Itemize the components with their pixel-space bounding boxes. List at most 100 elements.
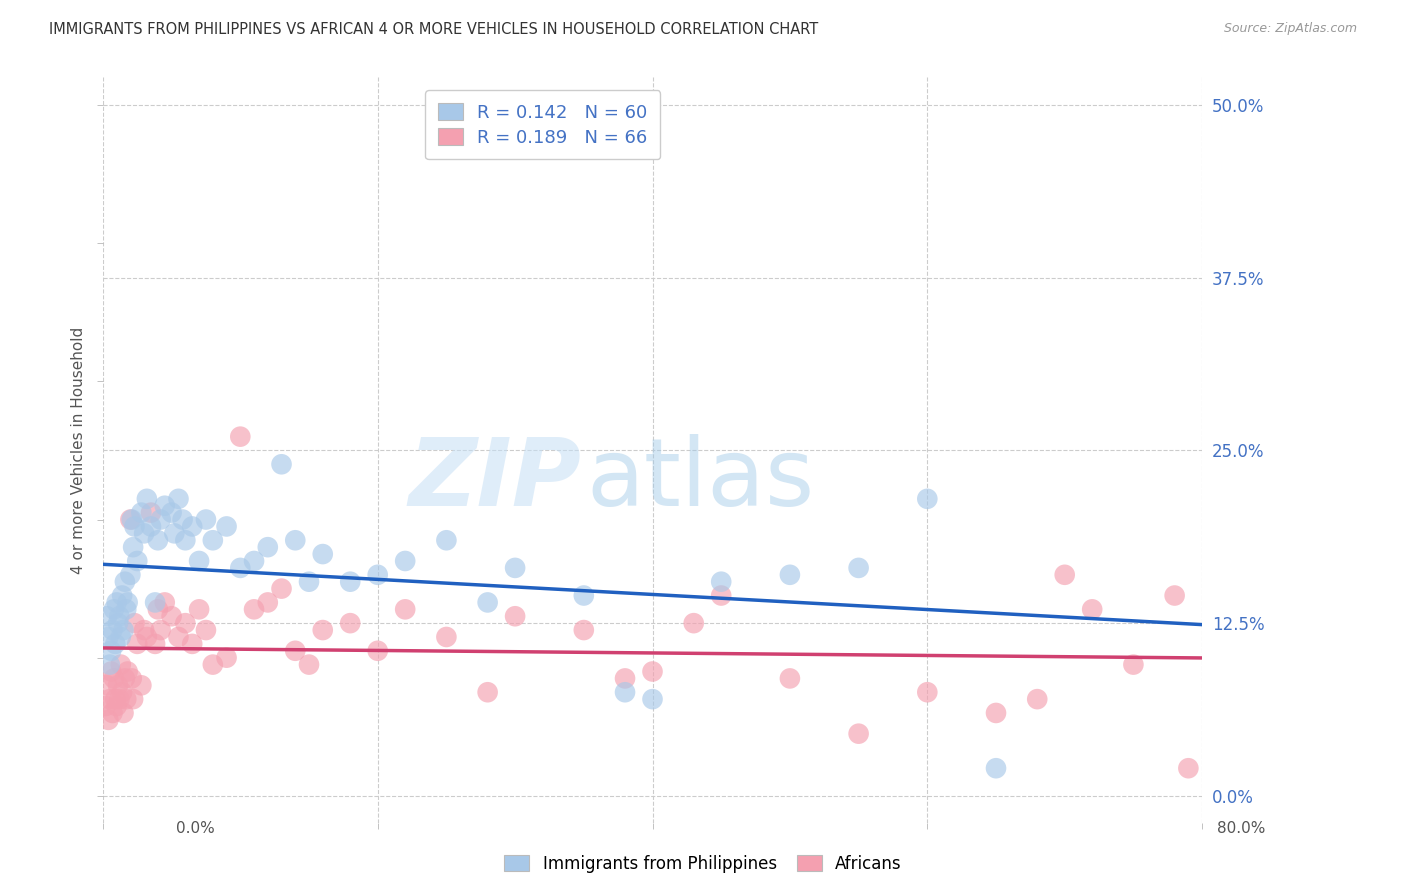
Point — [312, 547, 335, 561]
Point — [143, 637, 166, 651]
Point — [229, 430, 252, 444]
Point — [1122, 657, 1144, 672]
Point — [1026, 692, 1049, 706]
Point — [135, 491, 157, 506]
Point — [108, 609, 131, 624]
Point — [110, 657, 132, 672]
Point — [181, 637, 204, 651]
Point — [149, 623, 172, 637]
Point — [104, 692, 127, 706]
Point — [229, 561, 252, 575]
Point — [167, 630, 190, 644]
Point — [105, 699, 128, 714]
Point — [117, 595, 139, 609]
Point — [436, 533, 458, 548]
Point — [163, 526, 186, 541]
Point — [710, 589, 733, 603]
Point — [174, 533, 197, 548]
Point — [160, 609, 183, 624]
Point — [339, 574, 361, 589]
Point — [477, 595, 499, 609]
Point — [121, 512, 143, 526]
Point — [114, 672, 136, 686]
Point — [503, 561, 526, 575]
Point — [96, 609, 118, 624]
Point — [284, 644, 307, 658]
Point — [149, 512, 172, 526]
Point — [572, 589, 595, 603]
Point — [243, 602, 266, 616]
Point — [122, 540, 145, 554]
Point — [614, 685, 637, 699]
Text: 80.0%: 80.0% — [1218, 821, 1265, 836]
Point — [127, 554, 149, 568]
Point — [848, 561, 870, 575]
Point — [153, 499, 176, 513]
Point — [243, 554, 266, 568]
Point — [174, 616, 197, 631]
Point — [100, 644, 122, 658]
Point — [127, 637, 149, 651]
Point — [100, 665, 122, 679]
Point — [101, 706, 124, 720]
Point — [1177, 761, 1199, 775]
Point — [124, 519, 146, 533]
Text: Source: ZipAtlas.com: Source: ZipAtlas.com — [1223, 22, 1357, 36]
Point — [256, 540, 278, 554]
Point — [394, 554, 416, 568]
Point — [112, 623, 135, 637]
Point — [103, 602, 125, 616]
Point — [107, 678, 129, 692]
Point — [641, 692, 664, 706]
Point — [139, 519, 162, 533]
Point — [139, 506, 162, 520]
Point — [103, 672, 125, 686]
Point — [98, 657, 121, 672]
Point — [146, 533, 169, 548]
Point — [117, 665, 139, 679]
Text: atlas: atlas — [586, 434, 815, 526]
Point — [111, 589, 134, 603]
Point — [367, 567, 389, 582]
Point — [134, 623, 156, 637]
Point — [153, 595, 176, 609]
Point — [572, 623, 595, 637]
Point — [160, 506, 183, 520]
Point — [143, 595, 166, 609]
Point — [367, 644, 389, 658]
Point — [108, 692, 131, 706]
Point — [115, 602, 138, 616]
Legend: R = 0.142   N = 60, R = 0.189   N = 66: R = 0.142 N = 60, R = 0.189 N = 66 — [425, 90, 661, 160]
Point — [270, 582, 292, 596]
Point — [1053, 567, 1076, 582]
Point — [188, 602, 211, 616]
Point — [1163, 589, 1185, 603]
Point — [131, 678, 153, 692]
Point — [114, 574, 136, 589]
Legend: Immigrants from Philippines, Africans: Immigrants from Philippines, Africans — [498, 848, 908, 880]
Point — [984, 706, 1007, 720]
Point — [215, 650, 238, 665]
Point — [101, 623, 124, 637]
Point — [779, 567, 801, 582]
Point — [188, 554, 211, 568]
Point — [256, 595, 278, 609]
Point — [172, 512, 194, 526]
Point — [120, 567, 142, 582]
Point — [194, 512, 217, 526]
Point — [97, 630, 120, 644]
Point — [917, 685, 939, 699]
Point — [201, 657, 224, 672]
Point — [115, 692, 138, 706]
Point — [110, 630, 132, 644]
Point — [122, 692, 145, 706]
Point — [270, 457, 292, 471]
Point — [614, 672, 637, 686]
Point — [682, 616, 704, 631]
Point — [436, 630, 458, 644]
Point — [131, 506, 153, 520]
Point — [298, 657, 321, 672]
Point — [503, 609, 526, 624]
Point — [107, 616, 129, 631]
Point — [477, 685, 499, 699]
